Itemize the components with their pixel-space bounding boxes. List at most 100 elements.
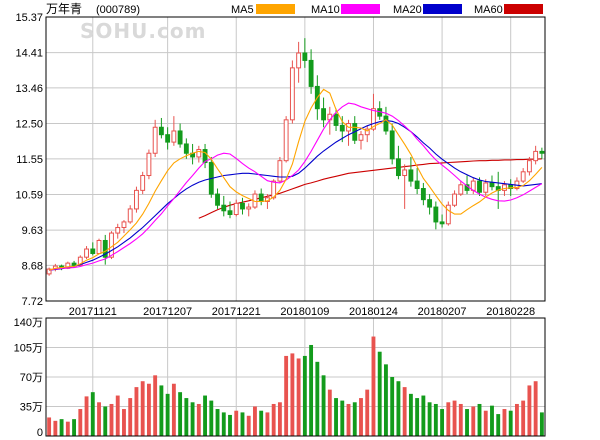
- volume-bar: [47, 417, 52, 436]
- volume-bar: [421, 395, 426, 436]
- volume-bar: [465, 409, 469, 436]
- volume-bar: [90, 392, 95, 436]
- volume-bar: [59, 419, 64, 436]
- legend-ma5-swatch: [256, 4, 295, 14]
- candle: [352, 116, 358, 144]
- candle: [134, 186, 139, 213]
- price-tick-label: 15.37: [15, 12, 43, 24]
- watermark: SOHU.com: [80, 19, 206, 43]
- candle: [90, 242, 96, 256]
- candle: [533, 145, 539, 165]
- candle: [346, 119, 351, 146]
- candle-body: [258, 193, 264, 203]
- volume-bar: [146, 383, 151, 436]
- volume-bar: [277, 402, 282, 436]
- candle-body: [533, 150, 539, 162]
- candle-body: [339, 124, 345, 132]
- candle: [452, 190, 457, 208]
- candle: [46, 267, 52, 276]
- volume-bar: [402, 387, 407, 436]
- candle-body: [177, 130, 183, 145]
- candle: [289, 60, 295, 124]
- candle-body: [283, 119, 289, 162]
- candle-body: [364, 128, 370, 136]
- candle: [526, 156, 532, 176]
- date-tick-label: 20171121: [69, 306, 117, 318]
- volume-bar: [521, 400, 526, 436]
- candle: [208, 156, 214, 198]
- candle: [84, 246, 89, 260]
- candle-body: [134, 189, 139, 210]
- volume-layer: [47, 336, 544, 436]
- candle: [96, 238, 102, 255]
- volume-bar: [159, 385, 164, 436]
- volume-bar: [346, 403, 351, 436]
- volume-bar: [327, 389, 332, 436]
- volume-panel-frame: [45, 317, 546, 437]
- candle: [539, 147, 545, 159]
- candle: [202, 143, 208, 169]
- candle-body: [477, 180, 482, 193]
- candle-body: [196, 149, 202, 158]
- candle-body: [246, 206, 252, 210]
- volume-bar: [446, 402, 451, 436]
- candle-layer: [46, 38, 545, 276]
- volume-bar: [215, 409, 220, 436]
- legend-ma60-label: MA60: [474, 4, 503, 16]
- candle-body: [271, 180, 277, 199]
- candle-body: [420, 188, 426, 201]
- candle-body: [452, 193, 457, 206]
- candle-body: [520, 171, 526, 182]
- stock-name: 万年青: [46, 2, 82, 16]
- volume-bar: [477, 403, 482, 436]
- candle: [308, 49, 314, 94]
- volume-bar: [284, 355, 289, 436]
- volume-bar: [415, 398, 420, 436]
- volume-bar: [490, 405, 494, 436]
- candle: [420, 182, 426, 206]
- candle-body: [408, 169, 414, 182]
- volume-bar: [302, 355, 307, 436]
- candle-body: [296, 52, 302, 69]
- volume-bar: [321, 375, 326, 436]
- candle: [321, 97, 327, 128]
- volume-bar: [253, 406, 257, 436]
- candle-body: [389, 130, 395, 160]
- volume-bar: [496, 414, 501, 436]
- candle-body: [483, 182, 489, 193]
- volume-bar: [471, 406, 476, 436]
- candle-body: [183, 143, 189, 154]
- candle-body: [333, 113, 339, 126]
- volume-tick-label: 140万: [14, 317, 43, 329]
- candle-body: [321, 108, 327, 121]
- date-tick-label: 20171207: [143, 306, 192, 318]
- candle: [358, 130, 364, 150]
- candle-body: [121, 221, 127, 228]
- volume-bar: [97, 402, 101, 436]
- candle: [102, 234, 108, 265]
- volume-bar: [384, 364, 388, 436]
- volume-bar: [340, 400, 345, 436]
- candle: [427, 194, 433, 215]
- price-tick-label: 11.55: [16, 154, 43, 166]
- price-tick-label: 7.72: [22, 296, 43, 308]
- candle: [127, 205, 133, 224]
- volume-bar: [78, 409, 83, 436]
- volume-bar: [72, 419, 77, 436]
- candle: [177, 123, 183, 148]
- legend-ma5-label: MA5: [231, 4, 254, 16]
- candle: [115, 223, 121, 239]
- candle: [458, 181, 464, 196]
- candle: [371, 93, 376, 131]
- grid-layer: [46, 17, 545, 436]
- volume-bar: [265, 412, 270, 436]
- volume-bar: [140, 381, 145, 436]
- legend: MA5 MA10 MA20 MA60: [231, 4, 543, 16]
- candle: [364, 125, 370, 143]
- volume-bar: [128, 398, 133, 436]
- candle-body: [202, 149, 208, 164]
- volume-bar: [352, 402, 357, 436]
- volume-bar: [315, 361, 320, 436]
- candle: [140, 171, 146, 195]
